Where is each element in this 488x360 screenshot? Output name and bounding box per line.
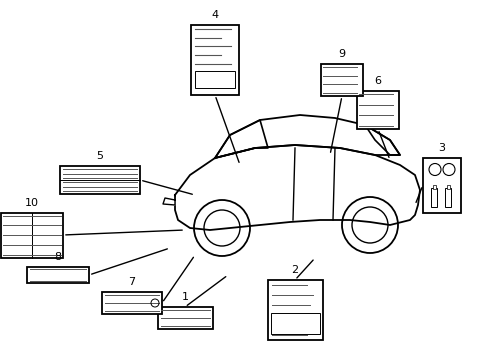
Bar (27, 267, 89, 283)
Bar (195, 71, 235, 88)
Text: 1: 1 (181, 292, 188, 302)
Bar (60, 166, 140, 194)
Bar (444, 188, 450, 207)
Text: 10: 10 (25, 198, 39, 207)
Text: 6: 6 (374, 76, 381, 86)
Bar (430, 188, 436, 207)
Polygon shape (163, 198, 175, 205)
Text: 8: 8 (54, 252, 61, 262)
Bar (320, 64, 362, 96)
Bar (446, 185, 448, 189)
Text: 5: 5 (96, 151, 103, 161)
Bar (270, 313, 319, 334)
Bar (1, 212, 63, 257)
Bar (422, 158, 460, 212)
Text: 2: 2 (291, 265, 298, 275)
Text: 9: 9 (338, 49, 345, 59)
Bar (431, 185, 435, 189)
Text: 3: 3 (438, 143, 445, 153)
Text: 7: 7 (128, 277, 135, 287)
Bar (267, 280, 322, 340)
Bar (191, 25, 239, 95)
Text: 4: 4 (211, 10, 218, 20)
Bar (157, 307, 212, 329)
Bar (102, 292, 162, 314)
Bar (356, 91, 398, 129)
